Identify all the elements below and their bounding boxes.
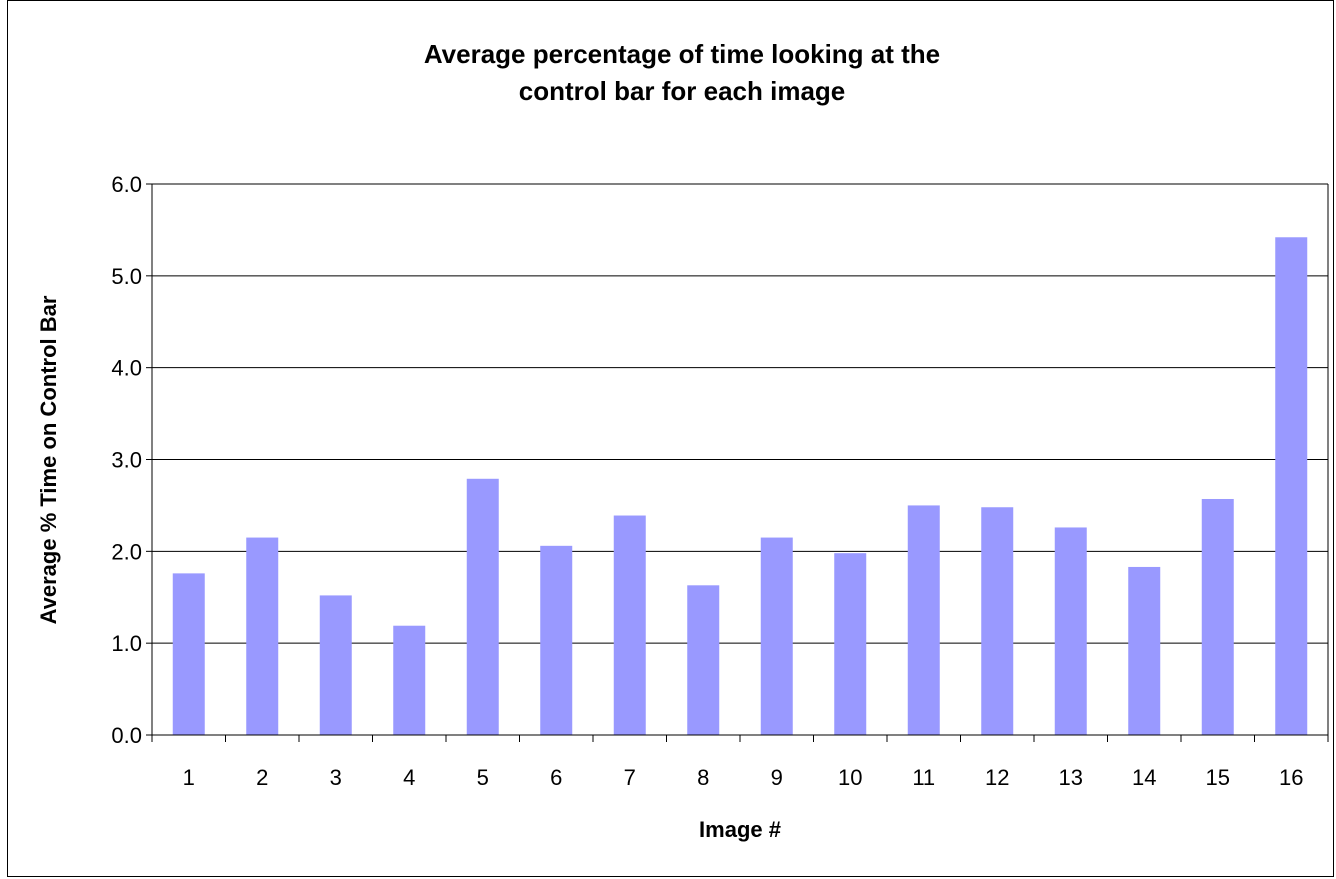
bar-11 (908, 505, 940, 735)
y-axis-title: Average % Time on Control Bar (36, 295, 61, 624)
x-tick-label-15: 15 (1206, 765, 1230, 790)
bar-3 (320, 595, 352, 735)
x-tick-label-14: 14 (1132, 765, 1156, 790)
bars (173, 237, 1308, 735)
bar-9 (761, 538, 793, 735)
x-tick-label-9: 9 (771, 765, 783, 790)
bar-2 (246, 538, 278, 735)
y-tick-label-3: 3.0 (111, 448, 142, 473)
y-tick-label-1: 1.0 (111, 631, 142, 656)
x-tick-label-10: 10 (838, 765, 862, 790)
chart-title-line-1: Average percentage of time looking at th… (424, 39, 940, 69)
y-tick-label-5: 5.0 (111, 264, 142, 289)
x-tick-label-12: 12 (985, 765, 1009, 790)
x-tick-label-11: 11 (912, 765, 935, 790)
chart-title-line-2: control bar for each image (519, 76, 846, 106)
bar-15 (1202, 499, 1234, 735)
x-tick-label-3: 3 (330, 765, 342, 790)
bar-13 (1055, 527, 1087, 735)
bar-12 (981, 507, 1013, 735)
x-tick-label-1: 1 (183, 765, 195, 790)
y-tick-label-2: 2.0 (111, 539, 142, 564)
bar-1 (173, 573, 205, 735)
x-tick-label-7: 7 (624, 765, 636, 790)
bar-5 (467, 479, 499, 735)
y-tick-label-0: 0.0 (111, 723, 142, 748)
bar-8 (687, 585, 719, 735)
x-tick-labels: 1 2 3 4 5 6 7 8 9 10 11 12 13 14 15 16 (183, 765, 1304, 790)
x-tick-label-16: 16 (1279, 765, 1303, 790)
bar-14 (1128, 567, 1160, 735)
bar-7 (614, 516, 646, 735)
x-tick-label-5: 5 (477, 765, 489, 790)
x-tick-label-8: 8 (697, 765, 709, 790)
x-tick-label-6: 6 (550, 765, 562, 790)
bar-16 (1275, 237, 1307, 735)
x-tick-label-2: 2 (256, 765, 268, 790)
bar-10 (834, 553, 866, 735)
x-tick-label-13: 13 (1059, 765, 1083, 790)
y-tick-label-6: 6.0 (111, 172, 142, 197)
bar-6 (540, 546, 572, 735)
bar-4 (393, 626, 425, 735)
y-tick-labels: 0.0 1.0 2.0 3.0 4.0 5.0 6.0 (111, 172, 142, 748)
x-axis-title: Image # (699, 817, 781, 842)
x-tick-label-4: 4 (403, 765, 415, 790)
y-tick-label-4: 4.0 (111, 356, 142, 381)
